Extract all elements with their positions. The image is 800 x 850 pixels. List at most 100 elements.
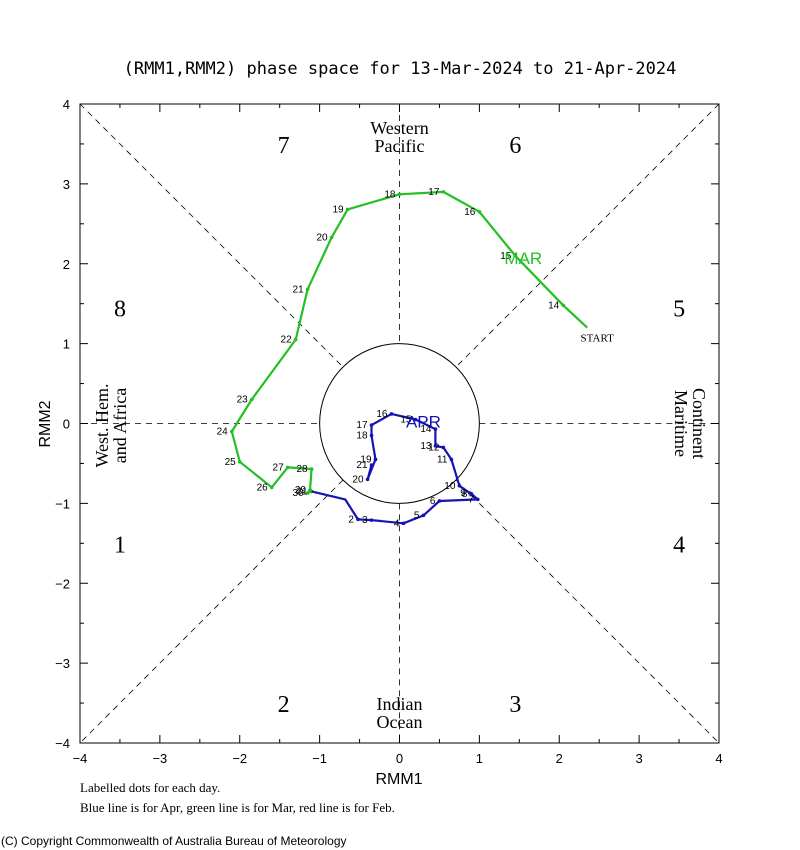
series-label-apr: APR <box>406 412 441 431</box>
day-dot <box>437 499 442 503</box>
phase-label: 2 <box>278 692 290 718</box>
y-tick-label: 0 <box>63 417 70 432</box>
day-label: 19 <box>332 204 344 215</box>
day-label: 14 <box>548 300 560 311</box>
day-dot <box>513 253 518 258</box>
day-dot <box>305 491 310 495</box>
diagonal-guide <box>455 103 720 368</box>
day-dot <box>369 423 374 427</box>
phase-label: 7 <box>278 133 290 159</box>
day-dot <box>467 491 472 495</box>
chart-title: (RMM1,RMM2) phase space for 13-Mar-2024 … <box>124 59 677 79</box>
day-dot <box>329 235 334 240</box>
day-dot <box>389 412 394 416</box>
day-dot <box>309 467 314 471</box>
day-dot <box>433 444 438 448</box>
day-label: 10 <box>444 481 456 492</box>
region-label-top: Pacific <box>375 136 425 156</box>
day-dot <box>369 463 374 467</box>
day-label: 17 <box>356 420 368 431</box>
day-label: 26 <box>257 482 269 493</box>
day-label: 6 <box>430 496 436 507</box>
day-label: 13 <box>420 441 432 452</box>
series-label-mar: MAR <box>504 249 542 268</box>
day-dot <box>475 497 480 502</box>
day-label: 29 <box>295 485 307 496</box>
y-tick-label: 1 <box>63 337 70 352</box>
day-label: 18 <box>356 430 368 441</box>
day-dot <box>269 485 274 490</box>
day-label: 30 <box>293 488 305 499</box>
day-label: 20 <box>316 232 328 243</box>
region-label-right: Maritime <box>671 390 691 457</box>
day-dot <box>345 207 350 212</box>
day-dot <box>305 287 310 292</box>
x-tick-label: 3 <box>636 751 643 766</box>
y-tick-label: −2 <box>55 576 70 591</box>
diagonal-guide <box>79 103 344 368</box>
y-tick-label: 4 <box>63 97 70 112</box>
region-label-bottom: Ocean <box>377 712 423 732</box>
day-label: 21 <box>356 460 368 471</box>
day-dot <box>369 433 374 438</box>
region-label-top: Western <box>370 118 429 138</box>
day-label: 31 <box>297 486 309 497</box>
day-dot <box>561 303 566 308</box>
day-dot <box>401 521 406 526</box>
region-label-bottom: Indian <box>377 694 423 714</box>
diagonal-guide <box>79 479 344 744</box>
day-dot <box>477 210 482 214</box>
day-label: 11 <box>437 454 448 465</box>
phase-label: 5 <box>673 297 685 323</box>
y-tick-label: 3 <box>63 177 70 192</box>
day-dot <box>441 445 446 450</box>
day-label: 8 <box>462 489 468 500</box>
phase-label: 8 <box>114 297 126 323</box>
phase-label: 6 <box>509 133 521 159</box>
day-label: 18 <box>384 189 396 200</box>
phase-label: 1 <box>114 532 126 558</box>
day-dot <box>237 460 242 464</box>
x-tick-label: −3 <box>152 751 167 766</box>
day-label: 23 <box>237 395 249 406</box>
day-label: 2 <box>348 514 354 525</box>
day-label: 3 <box>362 515 368 526</box>
x-tick-label: 1 <box>476 751 483 766</box>
day-label: 5 <box>414 510 420 521</box>
day-dot <box>421 513 426 518</box>
day-label: 25 <box>225 457 237 468</box>
day-dot <box>397 192 402 197</box>
day-label: 9 <box>460 488 466 499</box>
diagonal-guide <box>455 479 720 744</box>
day-dot <box>285 465 290 470</box>
day-dot <box>441 190 446 194</box>
day-dot <box>457 484 462 488</box>
day-label: 19 <box>360 454 372 465</box>
x-tick-label: −4 <box>73 751 88 766</box>
day-label: 7 <box>468 494 474 505</box>
day-dot <box>356 517 360 522</box>
day-label: 21 <box>293 284 305 295</box>
day-label: 27 <box>273 462 285 473</box>
y-tick-label: −3 <box>55 656 70 671</box>
footnote-labelled-dots: Labelled dots for each day. <box>80 780 221 795</box>
x-tick-label: −1 <box>312 751 327 766</box>
y-tick-label: −1 <box>55 496 70 511</box>
day-label: 22 <box>281 335 293 346</box>
day-label: 20 <box>352 474 364 485</box>
day-dot <box>373 457 378 462</box>
region-label-right: Continent <box>689 388 709 459</box>
x-axis-label: RMM1 <box>375 771 422 788</box>
day-label: 16 <box>376 409 388 420</box>
phase-label: 4 <box>673 532 685 558</box>
day-dot <box>413 417 418 422</box>
day-label: 17 <box>428 187 440 198</box>
day-dot <box>365 477 370 482</box>
start-label: START <box>581 333 615 345</box>
day-label: 4 <box>394 518 400 529</box>
x-tick-label: 2 <box>556 751 563 766</box>
amplitude-circle <box>319 343 480 504</box>
